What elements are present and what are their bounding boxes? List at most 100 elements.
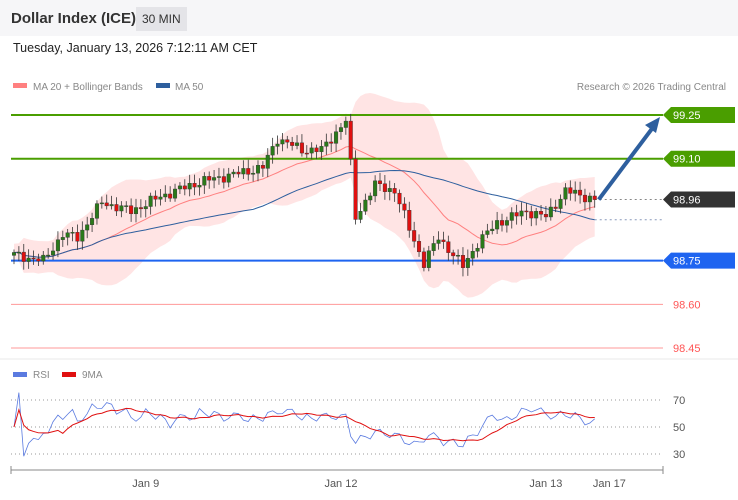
candle-body <box>51 250 56 256</box>
candle <box>256 160 261 182</box>
candle-body <box>80 229 85 242</box>
candle <box>246 159 251 181</box>
candle-body <box>114 204 119 212</box>
candle <box>70 227 75 242</box>
candle <box>163 185 168 202</box>
candle-body <box>329 141 334 144</box>
candle-body <box>529 211 534 219</box>
candle <box>285 135 290 149</box>
rsi-9ma-line <box>13 407 595 442</box>
ma20-legend-label: MA 20 + Bollinger Bands <box>33 82 143 93</box>
candle-body <box>11 252 16 256</box>
candle-body <box>543 214 548 218</box>
candle <box>397 189 402 213</box>
candle <box>426 245 431 272</box>
candle <box>26 249 31 269</box>
candle <box>475 243 480 258</box>
candle <box>460 247 465 277</box>
ma50-legend-label: MA 50 <box>175 82 204 93</box>
candle <box>568 180 573 201</box>
candle <box>324 133 329 155</box>
candle <box>543 205 548 222</box>
candle <box>177 182 182 194</box>
candle-body <box>314 147 319 153</box>
rsi-legend-swatch <box>13 372 27 377</box>
candle <box>143 200 148 218</box>
candle-body <box>309 147 314 154</box>
candle-body <box>358 211 363 220</box>
candle-body <box>348 120 353 160</box>
candle-body <box>99 202 104 205</box>
candle-body <box>173 188 178 199</box>
candle-body <box>129 205 134 215</box>
candle <box>31 250 36 265</box>
candle <box>241 160 246 179</box>
candle <box>392 183 397 202</box>
candle <box>182 179 187 196</box>
candle <box>129 198 134 222</box>
candle <box>582 188 587 211</box>
timestamp: Tuesday, January 13, 2026 7:12:11 AM CET <box>13 41 258 55</box>
candle <box>480 230 485 254</box>
candle-body <box>563 187 568 200</box>
candle-body <box>553 206 558 209</box>
candle-body <box>16 251 21 254</box>
candle-body <box>319 146 324 153</box>
candle <box>304 145 309 159</box>
rsi9ma-legend-label: 9MA <box>82 370 103 381</box>
candle <box>309 142 314 160</box>
instrument-title: Dollar Index (ICE) <box>11 10 137 27</box>
candle-body <box>387 188 392 192</box>
x-tick-label: Jan 13 <box>529 478 562 490</box>
candle <box>558 194 563 214</box>
candle <box>470 243 475 266</box>
candle-body <box>558 198 563 209</box>
candle <box>36 253 41 267</box>
candle-body <box>163 193 168 198</box>
candle <box>11 249 16 265</box>
candle <box>436 231 441 250</box>
candle-body <box>460 255 465 268</box>
timeframe-button[interactable]: 30 MIN <box>136 7 187 31</box>
candle-body <box>26 257 31 262</box>
candle <box>85 216 90 239</box>
candle-body <box>407 210 412 231</box>
candle <box>231 169 236 178</box>
ma50-line <box>13 170 595 258</box>
candle-body <box>514 212 519 217</box>
candle-body <box>70 232 75 234</box>
candle-body <box>402 203 407 211</box>
candle-body <box>143 206 148 210</box>
candle-body <box>192 183 197 188</box>
candle <box>212 170 217 189</box>
ma20-legend-swatch <box>13 83 27 88</box>
candle-body <box>31 257 36 260</box>
candle-body <box>290 141 295 146</box>
candle-body <box>221 176 226 183</box>
candle-body <box>363 199 368 212</box>
candle <box>504 216 509 233</box>
candle <box>192 174 197 196</box>
candle <box>99 196 104 209</box>
candle <box>46 248 51 259</box>
candle-body <box>295 142 300 146</box>
candle-body <box>343 120 348 128</box>
candle-body <box>153 195 158 200</box>
candle <box>573 181 578 202</box>
candle <box>168 186 173 202</box>
candle <box>109 195 114 210</box>
candle-body <box>392 188 397 194</box>
candle-body <box>270 146 275 156</box>
candle <box>412 221 417 248</box>
candle-body <box>182 185 187 190</box>
candle <box>153 190 158 207</box>
candle-body <box>568 187 573 194</box>
candle-body <box>373 180 378 197</box>
candle-body <box>470 251 475 259</box>
candle-body <box>226 173 231 183</box>
candle-body <box>202 176 207 186</box>
candle-body <box>582 194 587 203</box>
candle <box>378 172 383 192</box>
candle-body <box>456 255 461 257</box>
candle <box>348 113 353 166</box>
